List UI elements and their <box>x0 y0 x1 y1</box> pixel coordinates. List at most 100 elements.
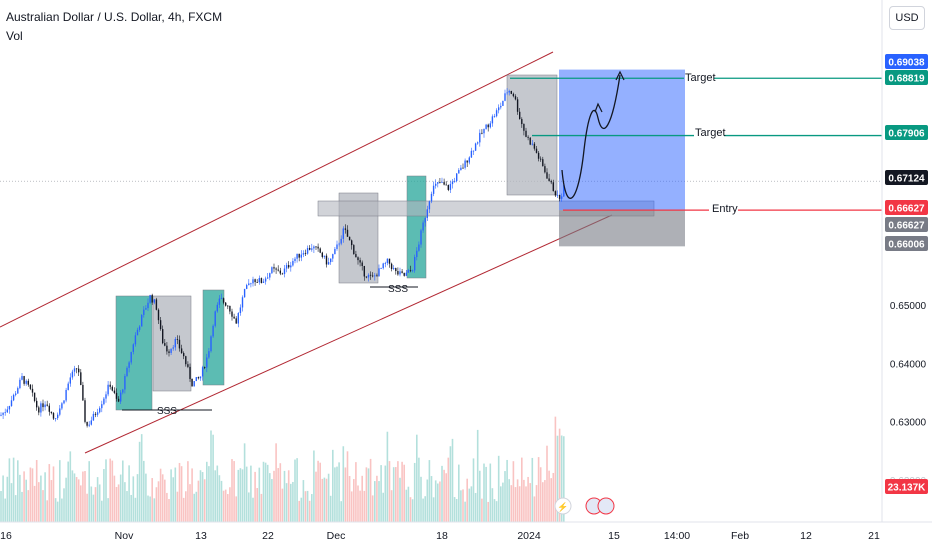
volume-bar <box>355 462 357 522</box>
candle-body <box>416 250 418 258</box>
candle-body <box>233 316 235 319</box>
price-label-badge <box>885 236 928 251</box>
volume-bar <box>197 480 200 522</box>
target-label-2: Target <box>695 127 726 139</box>
volume-bar <box>31 468 34 522</box>
volume-bar <box>290 483 292 522</box>
volume-bar <box>348 476 351 522</box>
candle-body <box>159 320 162 330</box>
candle-body <box>27 380 29 385</box>
candle-body <box>109 384 111 387</box>
candle-body <box>157 309 160 321</box>
sss-label-2: SSS <box>388 284 408 295</box>
volume-bar <box>145 473 147 522</box>
currency-button[interactable]: USD <box>889 6 925 30</box>
candle-body <box>298 253 300 258</box>
candle-body <box>86 421 88 426</box>
candle-body <box>474 143 477 151</box>
volume-bar <box>531 457 534 522</box>
volume-bar <box>262 461 265 522</box>
candle-body <box>540 158 542 160</box>
candle-body <box>115 392 118 399</box>
candle-body <box>330 258 332 263</box>
candle-body <box>435 183 437 186</box>
volume-bar <box>317 460 319 522</box>
volume-bar <box>164 479 166 522</box>
volume-bar <box>241 469 244 522</box>
candle-body <box>2 412 4 415</box>
volume-bar <box>103 469 105 522</box>
candle-body <box>149 294 151 303</box>
candle-body <box>357 257 359 261</box>
candle-body <box>334 248 336 255</box>
candle-body <box>63 400 65 404</box>
volume-bar <box>140 434 143 522</box>
volume-bar <box>147 495 149 522</box>
volume-bar <box>172 477 174 522</box>
candle-body <box>504 93 506 101</box>
candle-body <box>258 278 260 283</box>
candle-body <box>376 275 378 277</box>
volume-bar <box>447 457 450 522</box>
candle-body <box>351 240 353 246</box>
event-flag-icon <box>597 497 615 515</box>
candle-body <box>516 99 519 112</box>
impulse-box-2 <box>202 289 225 386</box>
candle-body <box>279 270 281 274</box>
volume-bar <box>159 468 162 522</box>
candle-body <box>445 184 447 186</box>
volume-bar <box>329 495 332 522</box>
candle-body <box>36 400 38 408</box>
volume-bar <box>42 490 44 522</box>
candle-body <box>50 411 53 414</box>
candle-body <box>441 182 443 183</box>
candle-body <box>388 258 391 264</box>
volume-bar <box>453 497 456 522</box>
candle-body <box>271 267 273 274</box>
candle-body <box>189 366 191 379</box>
price-label-badge <box>885 200 928 215</box>
candle-body <box>105 394 107 399</box>
candle-body <box>342 228 344 239</box>
time-tick-label: 12 <box>800 530 812 542</box>
volume-bar <box>44 472 46 522</box>
candle-body <box>80 372 82 385</box>
candle-body <box>176 338 179 340</box>
take-profit-zone <box>559 69 685 211</box>
price-label-text: 0.66006 <box>888 240 925 251</box>
volume-bar <box>40 475 42 522</box>
volume-bar <box>382 492 384 522</box>
volume-bar <box>237 469 240 522</box>
volume-bar <box>214 470 216 522</box>
candle-body <box>8 406 11 410</box>
candle-body <box>17 388 19 394</box>
candle-body <box>84 400 86 422</box>
volume-bar <box>476 429 479 522</box>
candle-body <box>201 367 204 377</box>
volume-bar <box>292 481 294 522</box>
candle-body <box>29 384 32 389</box>
candle-body <box>491 116 494 124</box>
candle-body <box>73 368 76 372</box>
volume-bar <box>455 499 458 522</box>
candle-body <box>256 282 258 283</box>
candle-body <box>409 270 412 272</box>
candle-body <box>399 271 401 275</box>
volume-bar <box>550 478 552 522</box>
candle-body <box>430 193 433 202</box>
volume-bar <box>521 457 523 522</box>
time-tick-label: 18 <box>436 530 448 542</box>
candle-body <box>462 167 464 169</box>
candle-body <box>117 398 120 402</box>
time-tick-label: Nov <box>115 530 134 542</box>
volume-bar <box>10 483 13 522</box>
volume-bar <box>325 478 328 522</box>
candle-body <box>15 393 17 395</box>
stop-loss-zone <box>559 210 685 247</box>
candle-body <box>338 243 340 245</box>
volume-bar <box>399 477 401 522</box>
candle-body <box>483 128 485 134</box>
candle-body <box>19 379 21 389</box>
candle-body <box>546 172 548 179</box>
